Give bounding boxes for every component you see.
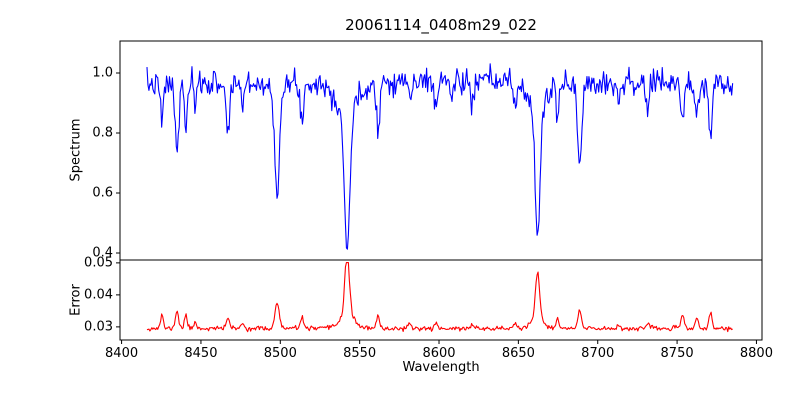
spectrum-curve bbox=[146, 63, 734, 250]
spectrum-y-tick-label: 0.6 bbox=[92, 186, 113, 201]
x-tick-label: 8400 bbox=[105, 346, 138, 361]
error-y-tick-label: 0.03 bbox=[84, 319, 113, 334]
x-tick-label: 8550 bbox=[343, 346, 376, 361]
spectrum-y-tick-label: 0.4 bbox=[92, 246, 113, 261]
x-tick-label: 8500 bbox=[264, 346, 297, 361]
error-y-tick-label: 0.05 bbox=[84, 255, 113, 270]
x-axis-label: Wavelength bbox=[402, 360, 480, 375]
error-curve bbox=[146, 262, 733, 333]
spectrum-y-tick-label: 1.0 bbox=[92, 66, 113, 81]
x-tick-label: 8750 bbox=[661, 346, 694, 361]
x-tick-label: 8450 bbox=[184, 346, 217, 361]
x-tick-label: 8600 bbox=[422, 346, 455, 361]
x-tick-label: 8800 bbox=[740, 346, 773, 361]
error-axes-frame bbox=[119, 259, 763, 341]
x-tick-label: 8650 bbox=[502, 346, 535, 361]
x-tick-label: 8700 bbox=[581, 346, 614, 361]
chart-title: 20061114_0408m29_022 bbox=[345, 16, 537, 34]
error-y-tick-label: 0.04 bbox=[84, 287, 113, 302]
spectrum-y-tick-label: 0.8 bbox=[92, 126, 113, 141]
